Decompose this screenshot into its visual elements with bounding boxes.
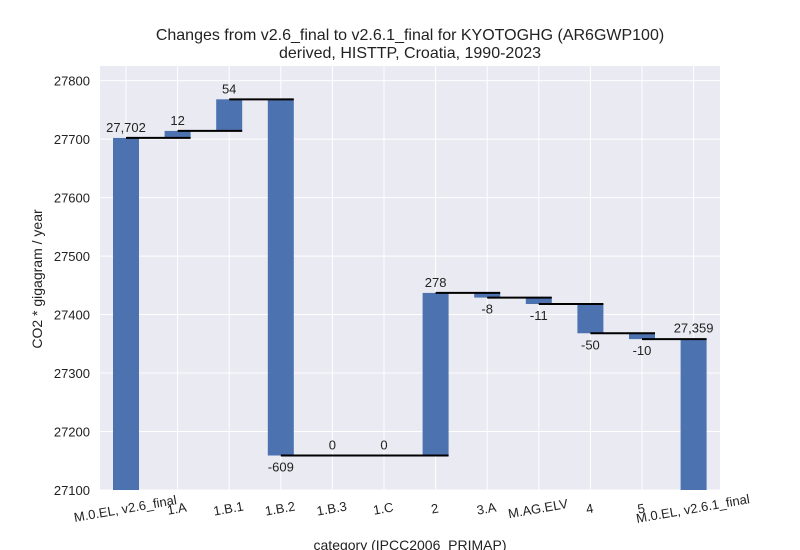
chart-title-line1: Changes from v2.6_final to v2.6.1_final … xyxy=(156,27,664,44)
data-label: -8 xyxy=(481,302,493,317)
y-tick-label: 27400 xyxy=(54,308,90,323)
x-tick-label: 2 xyxy=(430,501,440,517)
y-tick-labels: 27100 27200 27300 27400 27500 27600 27700 27800 xyxy=(54,74,90,498)
y-tick-label: 27800 xyxy=(54,74,90,89)
bar xyxy=(113,137,139,491)
bar xyxy=(629,333,655,340)
data-label: -11 xyxy=(530,308,548,323)
y-tick-label: 27300 xyxy=(54,366,90,381)
bar xyxy=(525,297,552,305)
bar xyxy=(164,130,191,138)
bar xyxy=(267,99,294,456)
x-tick-label: 3.A xyxy=(476,499,498,517)
bar xyxy=(422,292,449,456)
y-tick-label: 27200 xyxy=(54,425,90,440)
data-label: -50 xyxy=(581,337,600,352)
y-tick-label: 27100 xyxy=(54,483,90,498)
x-axis-label: category (IPCC2006_PRIMAP) xyxy=(314,537,507,550)
data-label: 0 xyxy=(329,437,336,452)
data-labels: 27,702 12 54 -609 0 0 278 -8 -11 -50 -10 27,359 xyxy=(106,81,713,474)
y-tick-label: 27500 xyxy=(54,249,90,264)
x-tick-label: 5 xyxy=(636,501,646,517)
data-label: 27,359 xyxy=(674,321,714,336)
bars xyxy=(113,99,707,491)
x-tick-label: 1.B.2 xyxy=(264,499,297,519)
x-tick-label: 1.B.1 xyxy=(212,499,245,519)
x-tick-label: 1.C xyxy=(372,499,395,517)
x-tick-label: M.AG.ELV xyxy=(507,496,569,521)
bar xyxy=(216,99,243,131)
data-label: -609 xyxy=(268,459,294,474)
connector-lines xyxy=(126,98,707,457)
x-tick-label: M.0.EL, v2.6.1_final xyxy=(635,491,751,526)
plot-background xyxy=(100,66,720,490)
x-tick-label: 1.B.3 xyxy=(315,499,348,519)
data-label: 0 xyxy=(380,437,387,452)
y-tick-label: 27600 xyxy=(54,191,90,206)
data-label: -10 xyxy=(633,343,652,358)
x-tick-label: 4 xyxy=(585,501,595,517)
data-label: 27,702 xyxy=(106,120,146,135)
y-tick-label: 27700 xyxy=(54,132,90,147)
bar xyxy=(577,304,604,334)
data-label: 12 xyxy=(170,113,184,128)
data-label: 278 xyxy=(425,275,447,290)
data-label: 54 xyxy=(222,81,236,96)
bar xyxy=(680,338,707,490)
x-tick-label: 1.A xyxy=(166,499,188,517)
chart-title-line2: derived, HISTTP, Croatia, 1990-2023 xyxy=(279,45,541,62)
bar xyxy=(474,292,501,298)
y-axis-label: CO2 * gigagram / year xyxy=(29,209,45,349)
